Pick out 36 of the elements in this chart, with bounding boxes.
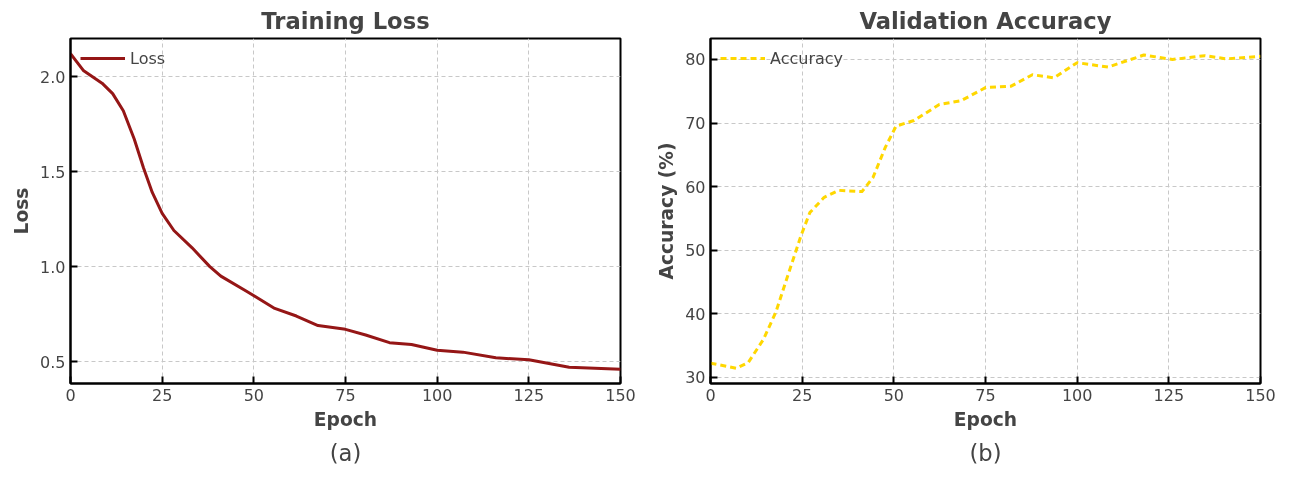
- x-tick-label: 50: [883, 385, 905, 405]
- x-tick-label: 75: [335, 385, 356, 405]
- y-tick-label: 60: [685, 177, 706, 197]
- x-tick-label: 25: [791, 385, 813, 405]
- y-tick-label: 70: [685, 114, 706, 133]
- y-tick-label: 30: [685, 368, 706, 388]
- y-axis-title: Accuracy (%): [656, 142, 678, 280]
- x-tick-label: 100: [1061, 385, 1093, 405]
- text: (a): [329, 439, 362, 466]
- x-tick-label: 25: [151, 385, 173, 405]
- x-tick-label: 0: [65, 385, 76, 405]
- y-tick-label: 0.5: [40, 352, 66, 372]
- x-tick-label: 125: [1153, 385, 1185, 405]
- text: (b): [969, 439, 1002, 466]
- x-tick-label: 50: [243, 385, 265, 405]
- y-tick-label: 1.5: [40, 162, 66, 182]
- y-tick-label: 50: [685, 241, 706, 261]
- line-series: [70, 52, 621, 371]
- x-tick-label: 150: [1245, 385, 1276, 405]
- legend-label: Accuracy: [770, 48, 844, 68]
- x-tick-label: 0: [705, 385, 716, 405]
- y-tick-label: 1.0: [40, 257, 66, 277]
- y-tick-label: 40: [685, 304, 706, 324]
- y-axis-title: Loss: [11, 187, 33, 235]
- x-tick-label: 125: [513, 385, 545, 405]
- x-axis-title: Epoch: [313, 408, 378, 430]
- chart-title: Training Loss: [261, 7, 430, 34]
- legend-label: Loss: [130, 48, 166, 68]
- x-tick-label: 75: [975, 385, 996, 405]
- y-tick-label: 2.0: [40, 67, 66, 87]
- x-tick-label: 100: [421, 385, 453, 405]
- x-axis-title: Epoch: [953, 408, 1018, 430]
- line-series: [710, 53, 1261, 370]
- y-tick-label: 80: [685, 50, 706, 70]
- chart-title: Validation Accuracy: [859, 7, 1112, 34]
- x-tick-label: 150: [605, 385, 636, 405]
